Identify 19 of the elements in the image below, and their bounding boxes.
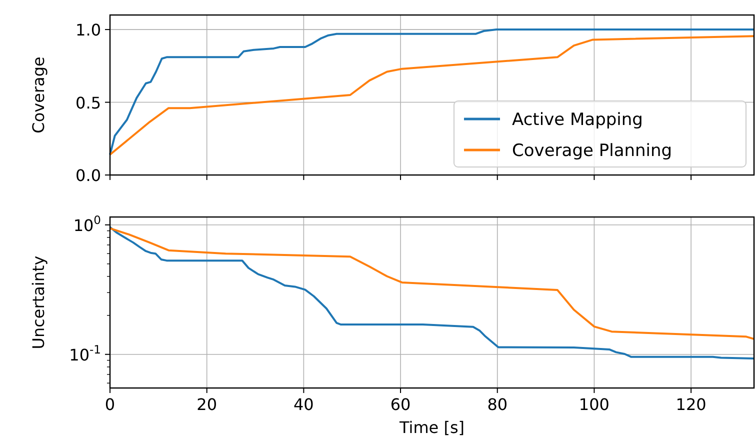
y-tick-label: 0.0 <box>76 166 101 185</box>
y-axis-title: Coverage <box>29 56 48 134</box>
x-tick-label: 100 <box>578 395 610 414</box>
x-tick-label: 80 <box>487 395 508 414</box>
legend-label: Active Mapping <box>512 110 643 130</box>
line-series <box>109 226 755 360</box>
line-series <box>109 227 755 340</box>
y-tick-label: 1.0 <box>76 20 101 40</box>
y-tick-label: 10$^{0}$ <box>73 212 101 235</box>
x-tick-label: 120 <box>676 395 706 414</box>
x-axis-title: Time [s] <box>398 418 465 437</box>
y-tick-label: 0.5 <box>76 93 101 112</box>
y-tick-label: 10$^{-1}$ <box>69 342 101 364</box>
x-tick-label: 20 <box>196 395 218 414</box>
x-tick-label: 40 <box>294 395 314 414</box>
x-tick-label: 60 <box>390 395 411 414</box>
legend-label: Coverage Planning <box>512 141 672 161</box>
y-axis-title: Uncertainty <box>29 256 48 350</box>
x-tick-label: 0 <box>104 395 116 414</box>
